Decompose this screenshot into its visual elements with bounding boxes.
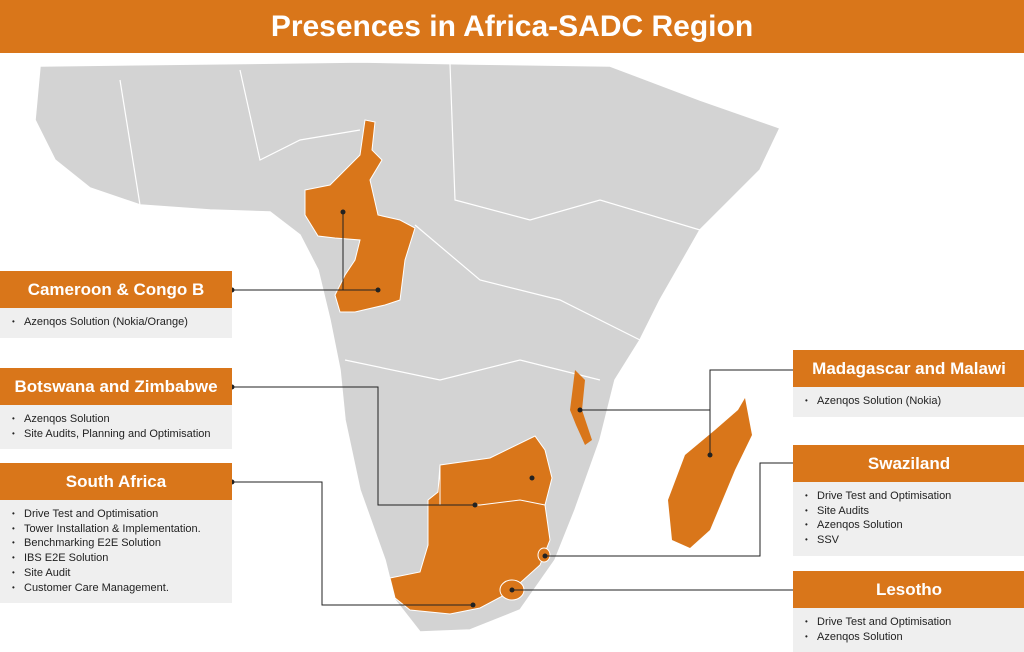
connectors	[232, 212, 793, 606]
bullet-item: Azenqos Solution (Nokia/Orange)	[12, 315, 224, 330]
bullet-item: Site Audit	[12, 566, 224, 581]
bullet-item: Customer Care Management.	[12, 581, 224, 596]
panel-body: Drive Test and OptimisationAzenqos Solut…	[793, 608, 1024, 652]
border	[119, 79, 141, 206]
border	[239, 69, 361, 161]
bullet-item: Site Audits, Planning and Optimisation	[12, 427, 224, 442]
southern-africa	[389, 435, 553, 615]
panel: LesothoDrive Test and OptimisationAzenqo…	[793, 571, 1024, 652]
border	[449, 63, 701, 231]
malawi	[570, 370, 592, 445]
border	[414, 224, 641, 341]
bullet-item: Drive Test and Optimisation	[12, 507, 224, 522]
panel: SwazilandDrive Test and OptimisationSite…	[793, 445, 1024, 556]
panel-body: Azenqos Solution (Nokia)	[793, 387, 1024, 417]
panel: Cameroon & Congo B Azenqos Solution (Noki…	[0, 271, 232, 338]
bullet-item: IBS E2E Solution	[12, 551, 224, 566]
panel-title: Cameroon & Congo B	[0, 271, 232, 308]
panel-title: South Africa	[0, 463, 232, 500]
bullet-item: Tower Installation & Implementation.	[12, 522, 224, 537]
continent	[34, 61, 782, 633]
border	[344, 359, 601, 381]
panel-body: Azenqos SolutionSite Audits, Planning an…	[0, 405, 232, 450]
cameroon-congo	[304, 119, 416, 313]
panel-body: Drive Test and OptimisationTower Install…	[0, 500, 232, 604]
bullet-item: Azenqos Solution	[12, 412, 224, 427]
bullet-item: Azenqos Solution	[805, 630, 1017, 645]
panel: Madagascar and Malawi Azenqos Solution (N…	[793, 350, 1024, 417]
panel-title: Lesotho	[793, 571, 1024, 608]
bullet-item: Drive Test and Optimisation	[805, 489, 1017, 504]
border	[439, 465, 546, 506]
title: Presences in Africa-SADC Region	[0, 0, 1024, 53]
bullet-item: Drive Test and Optimisation	[805, 615, 1017, 630]
bullet-item: Benchmarking E2E Solution	[12, 536, 224, 551]
panel-title: Botswana and Zimbabwe	[0, 368, 232, 405]
panel-body: Drive Test and OptimisationSite AuditsAz…	[793, 482, 1024, 556]
bullet-item: Azenqos Solution	[805, 518, 1017, 533]
panel-title: Swaziland	[793, 445, 1024, 482]
panel-title: Madagascar and Malawi	[793, 350, 1024, 387]
panel-body: Azenqos Solution (Nokia/Orange)	[0, 308, 232, 338]
madagascar	[668, 398, 752, 548]
bullet-item: Site Audits	[805, 504, 1017, 519]
panel: South AfricaDrive Test and OptimisationT…	[0, 463, 232, 604]
bullet-item: SSV	[805, 533, 1017, 548]
panel: Botswana and ZimbabweAzenqos SolutionSit…	[0, 368, 232, 450]
bullet-item: Azenqos Solution (Nokia)	[805, 394, 1017, 409]
